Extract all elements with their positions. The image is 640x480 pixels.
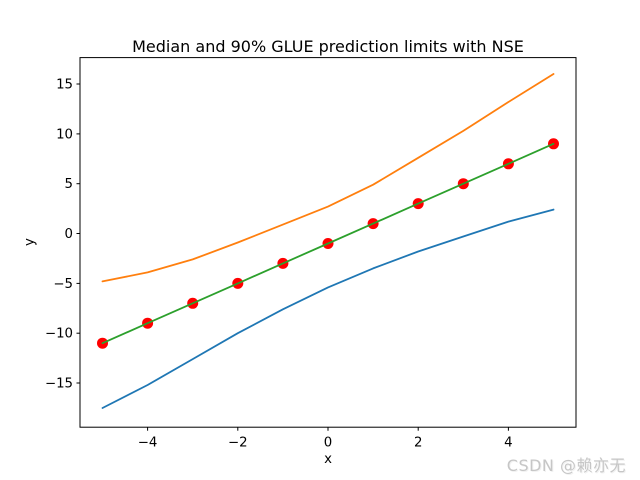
y-tick-label: −5 — [53, 277, 73, 292]
x-axis-label: x — [324, 452, 332, 467]
y-axis-label: y — [22, 238, 38, 246]
y-tick-label: 10 — [56, 127, 73, 142]
chart-title: Median and 90% GLUE prediction limits wi… — [132, 37, 524, 56]
x-tick-label: 4 — [504, 436, 512, 451]
x-tick-label: 2 — [414, 436, 422, 451]
x-tick-label: −2 — [228, 436, 248, 451]
y-tick-label: 5 — [65, 177, 73, 192]
x-tick-label: −4 — [138, 436, 158, 451]
y-tick-label: −15 — [45, 377, 73, 392]
y-tick-label: −10 — [45, 327, 73, 342]
upper-90-prediction-limit-line — [101, 73, 555, 283]
median-prediction-line — [101, 142, 555, 345]
watermark-text: CSDN @赖亦无 — [506, 456, 626, 475]
y-tick-label: 0 — [65, 227, 73, 242]
y-tick-label: 15 — [56, 78, 73, 93]
x-tick-label: 0 — [324, 436, 332, 451]
lower-90-prediction-limit-line — [101, 208, 555, 409]
